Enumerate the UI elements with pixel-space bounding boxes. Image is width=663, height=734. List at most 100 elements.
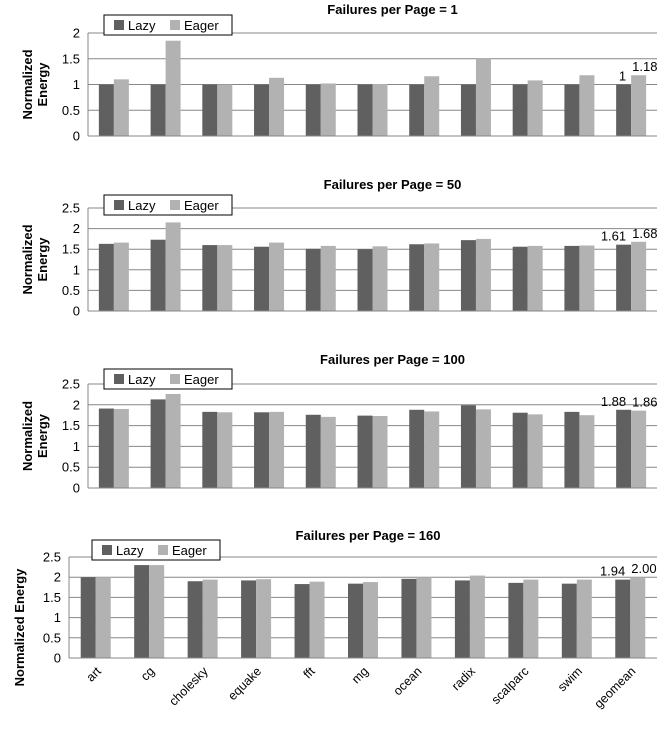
panel-3-bar-lazy-scalparc — [512, 412, 528, 488]
panel-2-bar-lazy-fft — [305, 248, 321, 311]
panel-2-ytick-label: 2 — [73, 221, 80, 236]
panel-1-bar-lazy-equake — [254, 84, 270, 136]
panel-3-bar-eager-ocean — [424, 411, 440, 488]
panel-3-ytick-label: 0.5 — [62, 460, 80, 475]
panel-2-bar-eager-radix — [475, 238, 491, 311]
panel-4-bar-lazy-equake — [241, 580, 257, 658]
panel-1-bar-lazy-fft — [305, 84, 321, 136]
panel-3-bar-eager-cg — [165, 393, 181, 488]
panel-1-bar-lazy-scalparc — [512, 84, 528, 136]
panel-4-bar-eager-equake — [256, 579, 272, 658]
panel-4-bar-eager-scalparc — [523, 579, 539, 658]
panel-2-bar-lazy-art — [98, 243, 114, 311]
panel-1-bar-lazy-art — [98, 84, 114, 136]
panel-2-bar-lazy-scalparc — [512, 246, 528, 311]
panel-3-bar-eager-geomean — [631, 410, 647, 488]
panel-4-bar-eager-fft — [309, 581, 325, 658]
panel-3-ytick-label: 2 — [73, 397, 80, 412]
panel-3-ytick-label: 1.5 — [62, 418, 80, 433]
panel-4-bar-eager-radix — [469, 575, 485, 658]
panel-3-title: Failures per Page = 100 — [320, 352, 465, 367]
panel-1-bar-lazy-cg — [150, 84, 166, 136]
panel-4-bar-eager-cholesky — [202, 579, 218, 658]
panel-4-bar-eager-cg — [149, 565, 165, 658]
panel-3-bar-lazy-geomean — [616, 409, 632, 488]
panel-2-y-axis-label: NormalizedEnergy — [20, 224, 50, 294]
panel-3-bar-lazy-radix — [460, 405, 476, 488]
panel-4-legend — [91, 539, 221, 561]
panel-4-bar-lazy-scalparc — [508, 582, 524, 658]
panel-4-ytick-label: 2 — [54, 570, 61, 585]
panel-3-ytick-label: 0 — [73, 481, 80, 496]
panel-3-bar-eager-mg — [372, 416, 388, 488]
x-category-label-cholesky: cholesky — [166, 664, 211, 709]
panel-2-ytick-label: 1 — [73, 262, 80, 277]
panel-4-ytick-label: 2.5 — [43, 550, 61, 565]
x-category-label-scalparc: scalparc — [489, 664, 532, 707]
panel-2-bar-lazy-equake — [254, 246, 270, 311]
panel-1-legend — [103, 14, 233, 36]
panel-4-legend-label-lazy: Lazy — [116, 543, 144, 558]
panel-3-bar-eager-cholesky — [217, 412, 233, 488]
panel-2-bar-eager-mg — [372, 246, 388, 311]
panel-1-ytick-label: 2 — [73, 26, 80, 41]
panel-3-bar-eager-equake — [269, 411, 285, 488]
panel-2-bar-lazy-ocean — [409, 244, 425, 311]
panel-2-legend-label-eager: Eager — [184, 198, 219, 213]
panel-4-title: Failures per Page = 160 — [296, 528, 441, 543]
panel-1-bar-eager-radix — [475, 58, 491, 136]
panel-1-bar-eager-scalparc — [527, 80, 543, 136]
panel-4-data-label-eager-geomean: 2.00 — [631, 561, 656, 576]
panel-2-bar-lazy-swim — [564, 245, 580, 311]
panel-1-bar-eager-geomean — [631, 75, 647, 136]
x-category-label-swim: swim — [555, 664, 585, 694]
panel-4-legend-label-eager: Eager — [172, 543, 207, 558]
panel-1-title: Failures per Page = 1 — [327, 2, 457, 17]
panel-4-bar-lazy-radix — [454, 580, 470, 658]
x-category-label-fft: fft — [301, 664, 318, 681]
panel-2-ytick-label: 0 — [73, 304, 80, 319]
panel-3-bar-lazy-ocean — [409, 409, 425, 488]
panel-2-bar-lazy-cg — [150, 239, 166, 311]
panel-2-bar-eager-art — [113, 242, 129, 311]
panel-4-bar-lazy-ocean — [401, 578, 417, 658]
panel-3-bar-eager-swim — [579, 415, 595, 488]
panel-4-bar-eager-ocean — [416, 577, 432, 658]
panel-3-y-axis-label: NormalizedEnergy — [20, 401, 50, 471]
panel-1-bar-lazy-cholesky — [202, 84, 218, 136]
panel-1-bar-eager-fft — [320, 83, 336, 136]
panel-3-bar-lazy-equake — [254, 412, 270, 488]
panel-1-bar-eager-cg — [165, 40, 181, 136]
panel-1-bar-lazy-swim — [564, 84, 580, 136]
panel-1-y-axis-label: NormalizedEnergy — [20, 49, 50, 119]
panel-1-bar-eager-ocean — [424, 76, 440, 136]
panel-3-ytick-label: 2.5 — [62, 377, 80, 392]
panel-1-bar-eager-equake — [269, 77, 285, 136]
panel-4-data-label-lazy-geomean: 1.94 — [600, 564, 625, 579]
panel-4-bar-lazy-cholesky — [187, 581, 203, 658]
panel-2-legend-swatch-lazy — [114, 200, 124, 210]
panel-3-bar-eager-art — [113, 408, 129, 488]
panel-4-bar-lazy-cg — [134, 565, 150, 658]
panel-2-ytick-label: 2.5 — [62, 201, 80, 216]
panel-3-bar-lazy-mg — [357, 415, 373, 488]
panel-3-bar-eager-radix — [475, 409, 491, 488]
panel-2-data-label-lazy-geomean: 1.61 — [601, 229, 626, 244]
panel-4-bar-lazy-geomean — [615, 579, 631, 658]
panel-2-data-label-eager-geomean: 1.68 — [632, 226, 657, 241]
panel-3-bar-eager-scalparc — [527, 414, 543, 488]
panel-3-ytick-label: 1 — [73, 439, 80, 454]
panel-2-bar-lazy-radix — [460, 240, 476, 311]
panel-1-bar-eager-cholesky — [217, 84, 233, 136]
panel-3-legend — [103, 368, 233, 390]
panel-3-bar-eager-fft — [320, 416, 336, 488]
panel-2-bar-eager-scalparc — [527, 245, 543, 311]
panel-1-ytick-label: 0.5 — [62, 103, 80, 118]
panel-2-bar-eager-ocean — [424, 243, 440, 311]
panel-3-bar-lazy-cholesky — [202, 411, 218, 488]
panel-1-legend-label-eager: Eager — [184, 18, 219, 33]
panel-4-bar-lazy-swim — [561, 583, 577, 658]
panel-2-legend-label-lazy: Lazy — [128, 198, 156, 213]
x-category-label-equake: equake — [225, 664, 264, 703]
panel-3-legend-label-lazy: Lazy — [128, 372, 156, 387]
